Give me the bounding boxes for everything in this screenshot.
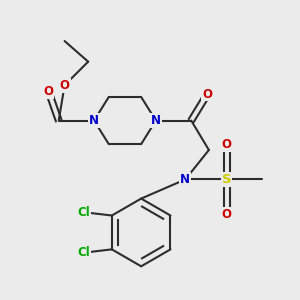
Text: N: N [180, 173, 190, 186]
Text: O: O [44, 85, 53, 98]
Text: O: O [60, 79, 70, 92]
Text: O: O [222, 138, 232, 151]
Text: Cl: Cl [77, 206, 90, 219]
Text: N: N [89, 114, 99, 127]
Text: O: O [202, 88, 212, 100]
Text: O: O [222, 208, 232, 221]
Text: S: S [222, 173, 231, 186]
Text: Cl: Cl [77, 246, 90, 259]
Text: N: N [151, 114, 161, 127]
